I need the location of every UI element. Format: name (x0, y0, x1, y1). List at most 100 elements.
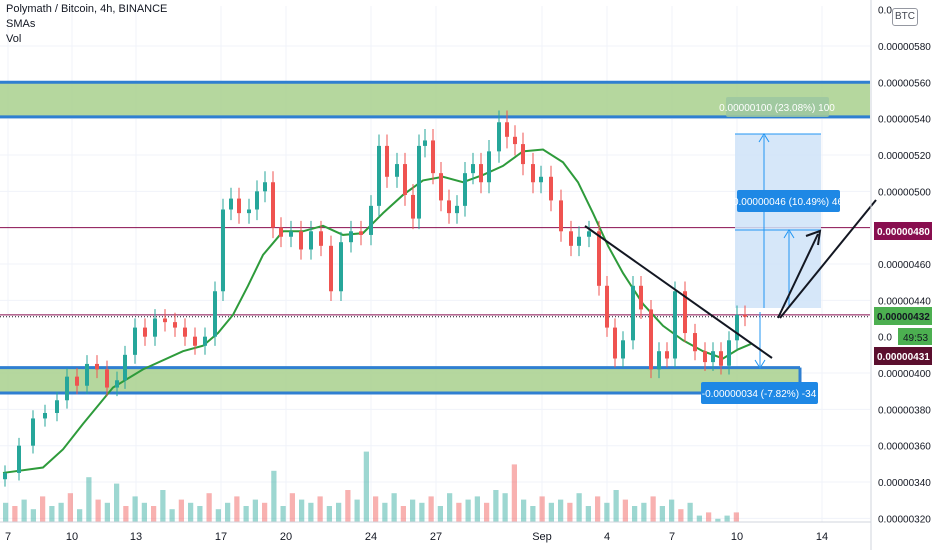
candle-body-29 (289, 231, 293, 237)
tag-432-bg (874, 307, 932, 325)
volume-bar-59 (548, 502, 554, 522)
price-range-tool (735, 133, 821, 369)
time-tick-11: 14 (816, 531, 828, 543)
volume-bar-71 (659, 506, 665, 522)
volume-bar-27 (252, 499, 258, 522)
volume-bar-48 (447, 493, 453, 522)
tag-countdown: 49:53 (903, 333, 928, 344)
volume-bar-64 (595, 496, 601, 522)
volume-bar-54 (502, 493, 508, 522)
time-tick-7: Sep (532, 531, 552, 543)
candle-body-5 (65, 376, 69, 401)
range-box (735, 134, 821, 308)
price-tick-7: 0.00000400 (878, 369, 931, 380)
range-top-label: 0.00000100 (23.08%) 100 (719, 103, 835, 114)
volume-bar-49 (456, 502, 462, 522)
candle-body-75 (693, 333, 697, 352)
tag-432: 0.00000432 (877, 312, 930, 323)
volume-bar-33 (308, 502, 314, 522)
volume-bar-37 (345, 490, 351, 522)
volume-bar-42 (391, 493, 397, 522)
drawings (584, 199, 877, 359)
candle-body-16 (173, 322, 177, 328)
candle-body-26 (263, 182, 267, 192)
candle-body-38 (377, 145, 381, 206)
candle-body-43 (417, 145, 421, 219)
candle-body-32 (319, 231, 323, 246)
legend-smas[interactable]: SMAs (6, 18, 36, 30)
volume-bar-32 (299, 499, 305, 522)
candle-body-60 (559, 200, 563, 232)
time-tick-0: 7 (5, 531, 11, 543)
volume-bar-22 (206, 493, 212, 522)
candle-body-14 (153, 318, 157, 337)
volume-bar-47 (437, 506, 443, 522)
tag-countdown-bg (898, 328, 932, 345)
candle-body-48 (455, 205, 459, 214)
volume-bar-29 (271, 470, 277, 522)
candle-body-1 (17, 445, 21, 473)
volume-bar-77 (715, 518, 721, 522)
time-tick-5: 24 (365, 531, 377, 543)
volume-bar-4 (40, 496, 46, 522)
range-arrow-up-head (758, 133, 770, 143)
price-tick-2: 0.00000540 (878, 115, 931, 126)
candle-body-30 (299, 231, 303, 250)
time-tick-9: 7 (669, 531, 675, 543)
legend-title: Polymath / Bitcoin, 4h, BINANCE (6, 3, 168, 15)
candle-body-9 (105, 369, 109, 388)
candle-body-36 (359, 231, 363, 235)
candle-body-17 (183, 327, 187, 337)
volume-bar-17 (160, 490, 166, 522)
volume-bar-5 (49, 506, 55, 522)
volume-bar-12 (114, 483, 120, 522)
candle-body-24 (247, 209, 251, 214)
volume-bar-13 (123, 506, 129, 522)
volume-bar-55 (511, 464, 517, 522)
volume-bar-61 (567, 502, 573, 522)
candle-body-73 (673, 291, 677, 359)
volume-bar-53 (493, 490, 499, 522)
volume-bar-28 (262, 502, 268, 522)
volume-bar-31 (289, 493, 295, 522)
candle-body-49 (463, 173, 467, 206)
price-tick-8: 0.00000380 (878, 405, 931, 416)
time-axis: 7 10 13 17 20 24 27 Sep 4 7 10 14 (0, 521, 871, 543)
volume-bar-68 (632, 506, 638, 522)
volume-bar-76 (706, 512, 712, 522)
volume-bar-45 (419, 502, 425, 522)
price-tick-1: 0.00000560 (878, 78, 931, 89)
volume-bar-16 (151, 506, 157, 522)
volume-bar-66 (613, 490, 619, 522)
time-tick-3: 17 (215, 531, 227, 543)
candle-body-78 (719, 351, 723, 366)
currency-badge[interactable]: BTC (892, 8, 918, 26)
price-axis: 0.00000580 0.00000560 0.00000540 0.00000520… (870, 0, 931, 550)
price-tick-10: 0.00000340 (878, 478, 931, 489)
candle-body-18 (193, 336, 197, 346)
price-tick-5: 0.00000460 (878, 260, 931, 271)
volume-bar-65 (604, 502, 610, 522)
candle-body-58 (539, 176, 543, 183)
candle-body-52 (487, 151, 491, 183)
volume-bar-44 (410, 499, 416, 522)
candle-body-31 (309, 231, 313, 250)
candle-body-81 (743, 314, 747, 317)
candle-body-57 (531, 164, 535, 183)
legend-vol[interactable]: Vol (6, 33, 22, 45)
chart-legend: Polymath / Bitcoin, 4h, BINANCE SMAs Vol (6, 2, 167, 47)
volume-bar-7 (67, 493, 73, 522)
volume-bar-26 (243, 506, 249, 522)
volume-bar-9 (86, 477, 92, 522)
candle-body-62 (577, 236, 581, 246)
projection-line-2 (779, 199, 877, 319)
volume-bar-1 (12, 506, 18, 522)
candle-body-22 (229, 198, 233, 210)
volume-bar-40 (373, 496, 379, 522)
candle-body-69 (639, 285, 643, 310)
candle-body-74 (683, 291, 687, 334)
candle-body-23 (237, 198, 241, 214)
candle-body-46 (439, 173, 443, 201)
candle-body-54 (505, 122, 509, 137)
price-tick-3: 0.00000520 (878, 151, 931, 162)
